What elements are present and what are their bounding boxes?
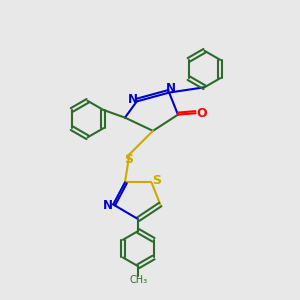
Text: O: O (196, 107, 207, 120)
Text: S: S (152, 174, 161, 188)
Text: N: N (166, 82, 176, 95)
Text: N: N (103, 200, 113, 212)
Text: CH₃: CH₃ (129, 275, 147, 285)
Text: N: N (128, 93, 138, 106)
Text: S: S (124, 153, 133, 166)
